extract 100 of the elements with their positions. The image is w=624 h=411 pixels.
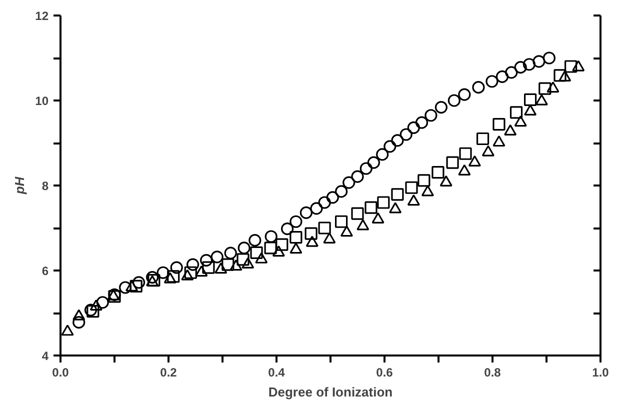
point xyxy=(351,207,364,220)
point xyxy=(407,121,420,134)
point xyxy=(514,115,527,127)
point xyxy=(238,242,250,254)
point xyxy=(482,145,494,156)
point xyxy=(356,219,370,230)
x-tick-label: 0.8 xyxy=(484,366,502,380)
point xyxy=(405,181,418,194)
point xyxy=(446,156,459,169)
point xyxy=(434,101,448,114)
point xyxy=(360,162,372,175)
point xyxy=(335,215,348,228)
point xyxy=(326,191,339,204)
point xyxy=(340,226,353,237)
point xyxy=(554,69,566,82)
point xyxy=(572,60,585,72)
point xyxy=(132,276,146,289)
point xyxy=(184,266,197,279)
point xyxy=(459,147,472,160)
point xyxy=(564,60,578,73)
point xyxy=(440,175,452,186)
point xyxy=(200,254,213,267)
point xyxy=(389,202,402,214)
point xyxy=(61,324,74,336)
point xyxy=(202,261,215,274)
point xyxy=(535,94,548,106)
point xyxy=(236,253,250,266)
point xyxy=(486,75,498,88)
point xyxy=(504,124,517,136)
point xyxy=(476,132,490,146)
x-tick-label: 1.0 xyxy=(592,366,610,380)
point xyxy=(272,246,285,257)
point xyxy=(505,66,518,79)
point xyxy=(250,246,263,259)
point xyxy=(164,272,176,284)
point xyxy=(400,128,412,141)
point xyxy=(214,262,228,274)
point xyxy=(304,227,318,240)
y-tick-label: 4 xyxy=(42,349,49,363)
point xyxy=(248,234,262,247)
point xyxy=(170,261,183,274)
point xyxy=(290,215,302,228)
point xyxy=(384,140,396,153)
point xyxy=(84,304,98,316)
point xyxy=(72,309,86,320)
point xyxy=(432,166,444,179)
point xyxy=(418,174,430,187)
x-tick-label: 0.4 xyxy=(268,366,286,380)
point xyxy=(230,260,242,271)
point xyxy=(119,281,132,294)
point xyxy=(210,250,224,264)
point xyxy=(372,212,384,224)
point xyxy=(538,82,552,95)
point xyxy=(510,106,523,119)
point xyxy=(514,61,527,74)
point xyxy=(146,271,159,284)
point xyxy=(318,222,331,234)
point xyxy=(276,238,288,251)
point xyxy=(290,231,302,244)
point xyxy=(222,258,234,271)
x-tick-label: 0.0 xyxy=(52,366,70,380)
point xyxy=(224,246,237,260)
point xyxy=(524,93,537,106)
point xyxy=(415,116,428,129)
point xyxy=(125,280,138,292)
point xyxy=(86,305,100,318)
point xyxy=(364,201,378,214)
point xyxy=(306,236,318,247)
point xyxy=(130,280,142,293)
point xyxy=(72,316,86,329)
point xyxy=(376,148,389,161)
point xyxy=(391,188,404,201)
point xyxy=(195,265,208,277)
point xyxy=(255,252,268,264)
point xyxy=(424,109,438,122)
point xyxy=(458,88,471,101)
y-tick-label: 12 xyxy=(35,9,49,23)
point xyxy=(186,258,200,271)
y-axis-title: pH xyxy=(12,176,28,196)
point xyxy=(542,52,556,64)
point xyxy=(290,242,302,254)
y-tick-label: 6 xyxy=(42,264,49,278)
point xyxy=(391,134,404,147)
point xyxy=(310,202,323,215)
point xyxy=(558,70,572,82)
point xyxy=(472,81,485,94)
point xyxy=(351,170,364,183)
point xyxy=(323,232,336,244)
point xyxy=(156,266,170,279)
point xyxy=(335,185,348,198)
point xyxy=(377,196,390,209)
x-tick-label: 0.2 xyxy=(160,366,178,380)
point xyxy=(522,58,536,71)
point xyxy=(492,118,506,131)
x-axis-title: Degree of Ionization xyxy=(268,384,393,400)
point xyxy=(342,176,356,189)
y-tick-label: 10 xyxy=(35,94,49,108)
point xyxy=(546,81,560,93)
point xyxy=(281,222,294,236)
point xyxy=(532,55,546,68)
